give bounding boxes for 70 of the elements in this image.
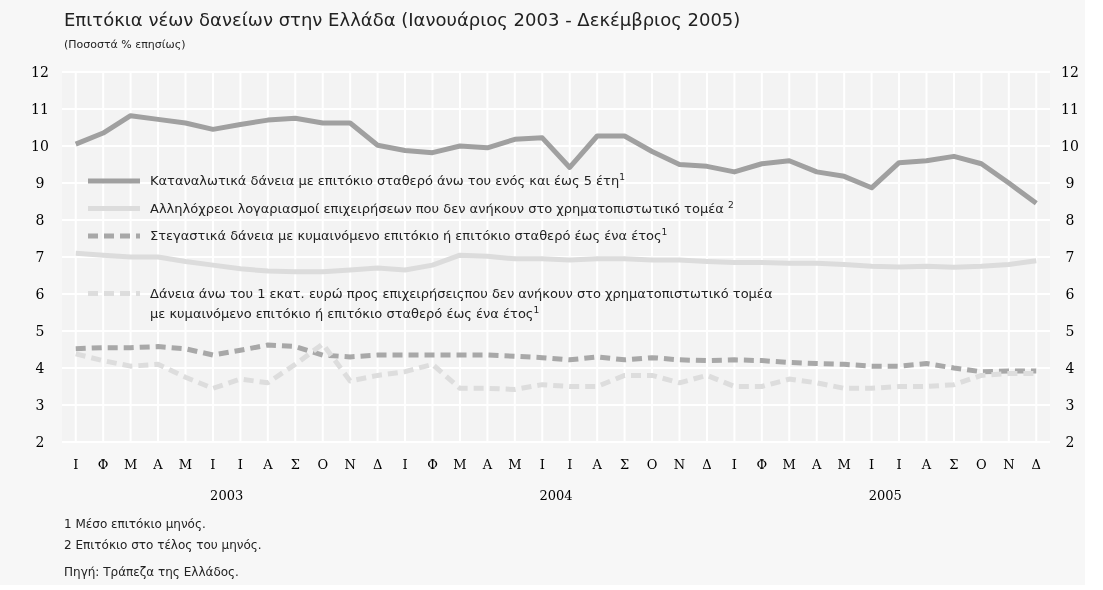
x-tick-label: Σ <box>949 457 959 472</box>
x-tick-label: Μ <box>837 457 851 472</box>
y-tick-label: 10 <box>31 138 49 154</box>
y2-tick-label: 10 <box>1061 138 1079 154</box>
y2-tick-label: 7 <box>1065 249 1075 265</box>
x-tick-label: Φ <box>756 457 768 472</box>
x-tick-label: Σ <box>290 457 300 472</box>
y-tick-label: 4 <box>35 360 45 376</box>
y-tick-label: 5 <box>35 323 45 339</box>
text: 2004 <box>539 488 573 503</box>
y-tick-label: 7 <box>35 249 45 265</box>
y2-tick-label: 2 <box>1065 434 1075 450</box>
x-tick-label: Φ <box>427 457 438 472</box>
y-tick-label: 3 <box>35 397 45 413</box>
y2-tick-label: 4 <box>1065 360 1075 376</box>
chart-subtitle: (Ποσοστά % επησίως) <box>64 38 186 51</box>
x-tick-label: Α <box>262 457 274 472</box>
y2-tick-label: 12 <box>1061 64 1079 80</box>
x-tick-label: Ν <box>1003 457 1015 472</box>
y2-tick-label: 9 <box>1065 175 1075 191</box>
x-tick-label: Ο <box>317 457 329 472</box>
text: Πηγή: Τράπεζα της Ελλάδος. <box>64 565 239 579</box>
x-tick-label: Ι <box>210 457 216 472</box>
x-tick-label: Ο <box>646 457 658 472</box>
x-tick-label: Α <box>481 457 493 472</box>
x-tick-label: Φ <box>97 457 109 472</box>
text: 1 Μέσο επιτόκιο μηνός. <box>64 517 206 531</box>
x-tick-label: Ο <box>976 457 987 472</box>
x-tick-label: Ν <box>673 457 686 472</box>
y2-tick-label: 5 <box>1065 323 1075 339</box>
text: 2 Επιτόκιο στο τέλος του μηνός. <box>64 538 262 552</box>
x-tick-label: Δ <box>702 457 712 472</box>
x-tick-label: Μ <box>508 457 522 472</box>
y-tick-label: 8 <box>35 212 45 228</box>
y-tick-label: 9 <box>35 175 45 191</box>
x-tick-label: Ι <box>896 457 902 472</box>
x-tick-label: Ι <box>539 457 545 472</box>
y-tick-label: 12 <box>31 64 49 80</box>
x-tick-label: Δ <box>372 457 383 472</box>
x-tick-label: Δ <box>1031 457 1041 472</box>
x-tick-label: Α <box>591 457 603 472</box>
chart-title: Επιτόκια νέων δανείων στην Ελλάδα (Ιανουάριος 2003 - Δεκέμβριος 2005) <box>64 9 741 30</box>
y-tick-label: 6 <box>35 286 45 302</box>
x-tick-label: Α <box>811 457 823 472</box>
x-tick-label: Ι <box>567 457 573 472</box>
legend-label: Δάνεια άνω του 1 εκατ. ευρώ προς επιχειρήσειςπου δεν ανήκουν στο χρηματοπιστωτικό τομέα με κυμαινόμενο επιτόκιο ή επιτόκιο σταθερό έως ένα έτος$^{1}$ <box>150 285 773 321</box>
legend-label: Καταναλωτικά δάνεια με επιτόκιο σταθερό άνω του ενός και έως 5 έτη$^{1}$ <box>150 172 625 188</box>
x-tick-label: Μ <box>453 457 467 472</box>
x-tick-label: Σ <box>620 457 630 472</box>
y-tick-label: 11 <box>31 101 49 117</box>
text: 2003 <box>210 488 244 503</box>
legend-label: Αλληλόχρεοι λογαριασμοί επιχειρήσεων που δεν ανήκουν στο χρηματοπιστωτικό τομέα $^{2}$ <box>150 199 734 216</box>
y2-tick-label: 6 <box>1065 286 1075 302</box>
y2-tick-label: 3 <box>1065 397 1075 413</box>
x-tick-label: Ι <box>731 457 737 472</box>
x-tick-label: Μ <box>123 457 138 472</box>
x-tick-label: Ι <box>869 457 875 472</box>
x-tick-label: Ι <box>73 457 79 472</box>
text: 2005 <box>868 488 902 503</box>
x-tick-label: Α <box>920 457 932 472</box>
y-tick-label: 2 <box>35 434 45 450</box>
x-tick-label: Μ <box>782 457 796 472</box>
x-tick-label: Ι <box>402 457 408 472</box>
x-tick-label: Μ <box>178 457 193 472</box>
y2-tick-label: 11 <box>1061 101 1079 117</box>
x-tick-label: Ν <box>344 457 356 472</box>
x-tick-label: Ι <box>237 457 243 472</box>
legend-label: Στεγαστικά δάνεια με κυμαινόμενο επιτόκιο ή επιτόκιο σταθερό έως ένα έτος$^{1}$ <box>150 227 668 243</box>
x-tick-label: Α <box>152 457 164 472</box>
y2-tick-label: 8 <box>1065 212 1075 228</box>
